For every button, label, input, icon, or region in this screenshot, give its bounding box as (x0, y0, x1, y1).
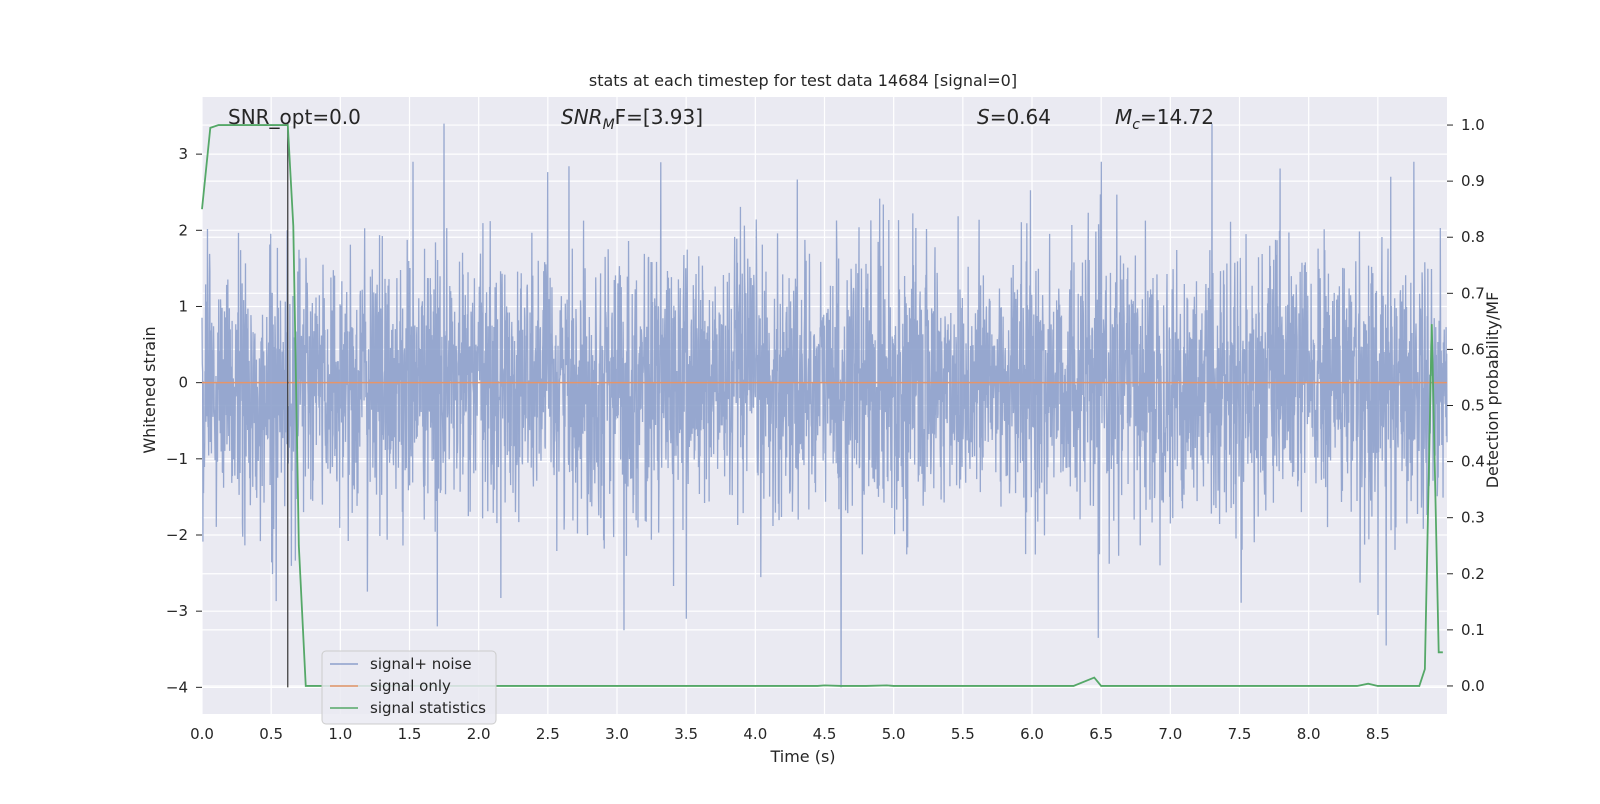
series-signal-noise (201, 123, 1448, 688)
annotation-snr-mf-sub: M (603, 117, 615, 133)
annotation-s: S=0.64 (977, 105, 1051, 129)
x-axis-label: Time (s) (769, 747, 835, 766)
legend-box (321, 650, 497, 725)
x-tick-label: 6.0 (1020, 725, 1044, 743)
y-tick-label: 3 (178, 145, 188, 163)
legend-label-noise: signal+ noise (370, 655, 472, 673)
y2-tick-label: 1.0 (1461, 116, 1485, 134)
x-tick-label: 7.5 (1228, 725, 1252, 743)
y-tick-label: −3 (166, 602, 188, 620)
annotation-snr-opt: SNR_opt=0.0 (228, 105, 361, 129)
y-tick-label: −4 (166, 678, 188, 696)
y-tick-label: 1 (178, 297, 188, 315)
annotation-s-main: S (977, 105, 990, 129)
y-tick-label: −1 (166, 450, 188, 468)
legend: signal+ noise signal only signal statist… (321, 650, 497, 725)
x-tick-label: 8.0 (1297, 725, 1321, 743)
y-axis-label: Whitened strain (140, 326, 159, 453)
y2-tick-label: 0.8 (1461, 228, 1485, 246)
chart-title: stats at each timestep for test data 146… (589, 71, 1017, 90)
noise-trace (201, 123, 1448, 688)
x-tick-label: 7.0 (1158, 725, 1182, 743)
x-tick-label: 4.5 (813, 725, 837, 743)
legend-label-stats: signal statistics (370, 699, 486, 717)
x-tick-label: 1.5 (398, 725, 422, 743)
series-signal-statistics (201, 124, 1443, 687)
annotation-snr-mf-main: SNR (561, 105, 603, 129)
signal-statistics-trace (201, 124, 1443, 687)
y2-tick-labels: 1.0 0.9 0.8 0.7 0.6 0.5 0.4 0.3 0.2 0.1 0.0 (1447, 116, 1485, 695)
y2-tick-label: 0.3 (1461, 509, 1485, 527)
x-tick-label: 1.0 (328, 725, 352, 743)
annotation-s-rest: =0.64 (990, 105, 1051, 129)
x-tick-label: 2.0 (467, 725, 491, 743)
y2-tick-label: 0.5 (1461, 397, 1485, 415)
annotation-mc: Mc=14.72 (1115, 105, 1214, 133)
y-tick-label: 2 (178, 221, 188, 239)
y-tick-labels: 3 2 1 0 −1 −2 −3 −4 (166, 145, 202, 696)
y2-tick-label: 0.0 (1461, 677, 1485, 695)
y2-tick-label: 0.4 (1461, 453, 1485, 471)
x-tick-label: 4.0 (743, 725, 767, 743)
x-tick-label: 0.0 (190, 725, 214, 743)
legend-label-signal: signal only (370, 677, 451, 695)
annotation-snr-mf: SNRMF=[3.93] (561, 105, 703, 133)
y2-tick-label: 0.1 (1461, 621, 1485, 639)
y2-axis-label: Detection probability/MF (1483, 292, 1502, 489)
annotation-snr-mf-rest: F=[3.93] (615, 105, 703, 129)
y2-tick-label: 0.7 (1461, 284, 1485, 302)
annotation-mc-main: M (1115, 105, 1132, 129)
y2-tick-label: 0.6 (1461, 340, 1485, 358)
x-tick-label: 2.5 (536, 725, 560, 743)
x-tick-label: 3.5 (674, 725, 698, 743)
y-tick-label: 0 (178, 374, 188, 392)
y-tick-label: −2 (166, 526, 188, 544)
y2-tick-label: 0.2 (1461, 565, 1485, 583)
x-tick-labels: 0.0 0.5 1.0 1.5 2.0 2.5 3.0 3.5 4.0 4.5 5.0 5.5 6.0 6… (190, 725, 1390, 743)
x-tick-label: 5.5 (951, 725, 975, 743)
annotation-mc-rest: =14.72 (1140, 105, 1214, 129)
x-tick-label: 0.5 (259, 725, 283, 743)
x-tick-label: 3.0 (605, 725, 629, 743)
y2-tick-label: 0.9 (1461, 172, 1485, 190)
x-tick-label: 6.5 (1089, 725, 1113, 743)
annotation-mc-sub: c (1132, 117, 1140, 133)
x-tick-label: 5.0 (882, 725, 906, 743)
x-tick-label: 8.5 (1366, 725, 1390, 743)
